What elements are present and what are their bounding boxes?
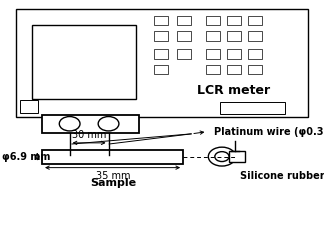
Bar bbox=[42, 150, 183, 164]
Bar bbox=[248, 65, 262, 74]
Text: 35 mm: 35 mm bbox=[96, 171, 130, 181]
Bar bbox=[227, 32, 241, 40]
Bar bbox=[206, 65, 220, 74]
Bar bbox=[206, 16, 220, 25]
Bar bbox=[229, 151, 245, 162]
Bar bbox=[227, 50, 241, 58]
Text: Sample: Sample bbox=[90, 178, 136, 188]
Bar bbox=[16, 9, 308, 117]
Bar bbox=[20, 100, 38, 112]
Circle shape bbox=[98, 117, 119, 131]
Bar bbox=[206, 32, 220, 40]
Text: Silicone rubber: Silicone rubber bbox=[240, 171, 324, 181]
Bar bbox=[220, 102, 285, 114]
Bar bbox=[177, 50, 191, 58]
Circle shape bbox=[208, 147, 236, 166]
Bar bbox=[206, 50, 220, 58]
Bar bbox=[177, 32, 191, 40]
Bar bbox=[227, 16, 241, 25]
Bar bbox=[32, 25, 136, 99]
Bar bbox=[177, 16, 191, 25]
Bar bbox=[248, 32, 262, 40]
Bar bbox=[227, 65, 241, 74]
Bar bbox=[42, 115, 139, 133]
Bar bbox=[154, 65, 168, 74]
Text: Platinum wire (φ0.3 mm): Platinum wire (φ0.3 mm) bbox=[214, 127, 324, 137]
Bar bbox=[248, 50, 262, 58]
Text: 30 mm: 30 mm bbox=[72, 130, 106, 140]
Bar bbox=[154, 16, 168, 25]
Bar bbox=[154, 50, 168, 58]
Bar bbox=[154, 32, 168, 40]
Text: φ6.9 mm: φ6.9 mm bbox=[2, 152, 50, 162]
Text: LCR meter: LCR meter bbox=[197, 83, 270, 97]
Circle shape bbox=[59, 117, 80, 131]
Bar bbox=[248, 16, 262, 25]
Circle shape bbox=[215, 152, 229, 162]
